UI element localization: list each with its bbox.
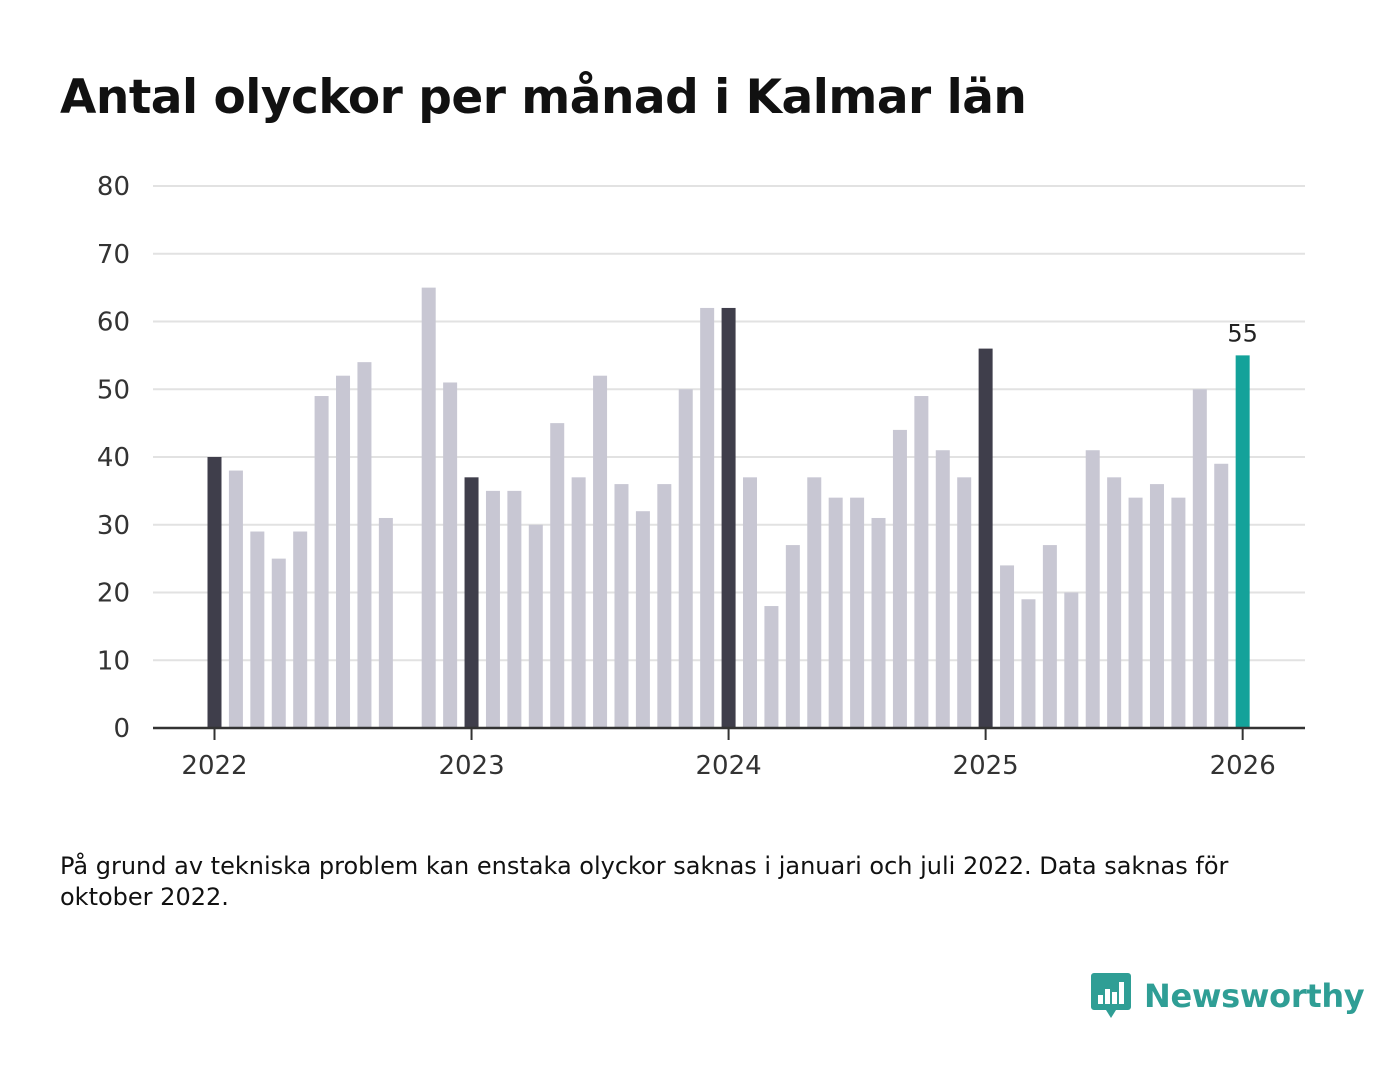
- bar-2023-01[interactable]: [464, 477, 479, 728]
- bar-2025-12[interactable]: [1214, 463, 1229, 728]
- bar-2024-04[interactable]: [785, 545, 800, 728]
- bar-2024-03[interactable]: [764, 606, 779, 728]
- y-tick-label: 30: [97, 511, 130, 541]
- latest-value-label: 55: [1227, 319, 1258, 347]
- bars: [207, 287, 1250, 729]
- y-axis-ticks: 0 10 20 30 40 50 60 70 80: [97, 172, 130, 744]
- bar-2025-09[interactable]: [1149, 484, 1164, 728]
- bar-2025-06[interactable]: [1085, 450, 1100, 728]
- bar-2024-02[interactable]: [743, 477, 757, 728]
- bar-2023-11[interactable]: [678, 389, 693, 728]
- bar-2025-04[interactable]: [1042, 545, 1057, 728]
- footnote: På grund av tekniska problem kan enstaka…: [60, 852, 1229, 911]
- bar-2022-12[interactable]: [443, 382, 458, 728]
- bar-2024-08[interactable]: [871, 517, 886, 728]
- bar-2022-05[interactable]: [293, 531, 308, 728]
- y-tick-label: 20: [97, 579, 130, 609]
- bar-2022-04[interactable]: [271, 558, 286, 728]
- bar-2025-11[interactable]: [1192, 389, 1207, 728]
- bar-2023-05[interactable]: [550, 423, 565, 728]
- bar-2026-01[interactable]: [1235, 355, 1250, 728]
- bar-2023-07[interactable]: [593, 375, 608, 728]
- y-tick-label: 80: [97, 172, 130, 202]
- bar-2023-04[interactable]: [528, 524, 543, 728]
- bar-2023-06[interactable]: [571, 477, 586, 728]
- y-tick-label: 40: [97, 443, 130, 473]
- chart-title: Antal olyckor per månad i Kalmar län: [60, 70, 1027, 125]
- bar-2024-01[interactable]: [721, 307, 736, 728]
- bar-2023-03[interactable]: [507, 490, 522, 728]
- bar-2025-03[interactable]: [1021, 599, 1036, 728]
- x-axis: 2022 2023 2024 2025 2026: [153, 726, 1305, 781]
- x-tick-label: 2022: [181, 751, 247, 781]
- bar-2022-02[interactable]: [228, 470, 243, 728]
- bar-2022-07[interactable]: [336, 375, 351, 728]
- bar-2025-08[interactable]: [1128, 497, 1143, 728]
- bar-2024-06[interactable]: [828, 497, 843, 728]
- y-tick-label: 50: [97, 375, 130, 405]
- x-tick-label: 2025: [953, 751, 1019, 781]
- bar-2025-07[interactable]: [1107, 477, 1122, 728]
- bar-2025-01[interactable]: [978, 348, 993, 728]
- bar-2024-12[interactable]: [957, 477, 972, 728]
- bar-2024-09[interactable]: [892, 429, 907, 728]
- bar-2025-10[interactable]: [1171, 497, 1186, 728]
- bar-chart: 0 10 20 30 40 50 60 70 80 2022 2023 2024 2025 2026 5…: [97, 172, 1305, 781]
- bar-2022-01[interactable]: [207, 457, 222, 728]
- y-tick-label: 70: [97, 240, 130, 270]
- bar-2022-06[interactable]: [314, 396, 329, 728]
- bar-2022-03[interactable]: [250, 531, 265, 728]
- x-tick-label: 2026: [1210, 751, 1276, 781]
- x-tick-label: 2023: [438, 751, 504, 781]
- bar-2023-09[interactable]: [635, 511, 650, 728]
- bar-2025-05[interactable]: [1064, 592, 1079, 729]
- newsworthy-logo-icon: [1091, 973, 1131, 1018]
- bar-2023-02[interactable]: [485, 490, 500, 728]
- bar-2022-09[interactable]: [378, 517, 393, 728]
- x-tick-label: 2024: [695, 751, 761, 781]
- y-tick-label: 60: [97, 308, 130, 338]
- bar-2024-10[interactable]: [914, 396, 929, 728]
- bar-2025-02[interactable]: [1000, 565, 1015, 728]
- bar-2022-08[interactable]: [357, 362, 372, 728]
- bar-2022-11[interactable]: [421, 287, 436, 728]
- bar-2024-07[interactable]: [850, 497, 865, 728]
- bar-2023-08[interactable]: [614, 484, 629, 728]
- bar-2023-12[interactable]: [700, 307, 715, 728]
- y-tick-label: 0: [113, 714, 130, 744]
- brand-logo[interactable]: Newsworthy: [1090, 970, 1365, 1022]
- y-tick-label: 10: [97, 646, 130, 676]
- bar-2024-11[interactable]: [935, 450, 950, 728]
- bar-2023-10[interactable]: [657, 484, 672, 728]
- data-labels: 55: [1227, 319, 1258, 347]
- bar-2024-05[interactable]: [807, 477, 822, 728]
- brand-name: Newsworthy: [1144, 977, 1365, 1015]
